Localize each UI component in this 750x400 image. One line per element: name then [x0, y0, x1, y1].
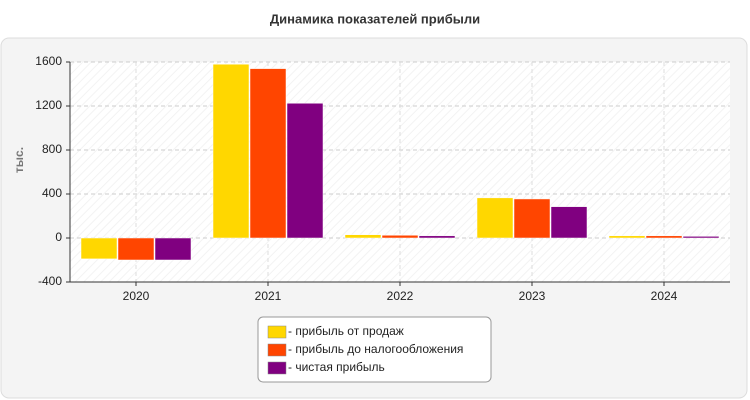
legend-label: - чистая прибыль	[288, 360, 385, 374]
bar	[513, 198, 551, 239]
bar	[117, 237, 155, 261]
legend-swatch	[267, 343, 287, 357]
bar	[682, 236, 720, 239]
bar	[286, 103, 324, 239]
bar	[249, 68, 287, 239]
y-tick-label: 400	[42, 186, 62, 200]
bar	[344, 234, 382, 239]
x-tick-label: 2022	[387, 289, 414, 303]
bar	[80, 237, 118, 260]
y-tick-label: 800	[42, 142, 62, 156]
x-tick-label: 2020	[123, 289, 150, 303]
bar	[154, 237, 192, 261]
x-tick-label: 2024	[651, 289, 678, 303]
bar	[476, 197, 514, 239]
y-tick-label: 1200	[35, 98, 62, 112]
x-tick-label: 2023	[519, 289, 546, 303]
y-tick-label: -400	[38, 274, 62, 288]
y-tick-label: 1600	[35, 54, 62, 68]
bar	[212, 63, 250, 239]
bar	[608, 235, 646, 239]
chart-title: Динамика показателей прибыли	[270, 11, 480, 26]
bar	[645, 235, 683, 239]
legend-label: - прибыль от продаж	[288, 324, 404, 338]
bar	[381, 235, 419, 239]
legend-swatch	[267, 325, 287, 339]
y-tick-label: 0	[55, 230, 62, 244]
legend-swatch	[267, 361, 287, 375]
legend-label: - прибыль до налогообложения	[288, 342, 463, 356]
bar	[550, 206, 588, 239]
legend	[257, 316, 492, 383]
bar	[418, 235, 456, 239]
y-axis-label: тыс.	[12, 147, 26, 173]
x-tick-label: 2021	[255, 289, 282, 303]
